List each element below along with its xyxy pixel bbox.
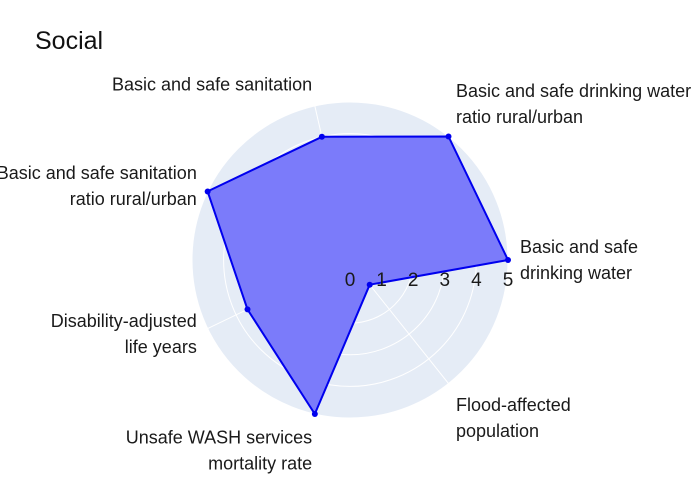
category-label-line: ratio rural/urban: [456, 107, 583, 127]
category-label-line: life years: [125, 337, 197, 357]
data-point: [244, 306, 251, 313]
chart-title: Social: [35, 27, 103, 55]
category-label-line: Unsafe WASH services: [126, 428, 312, 448]
category-label: Basic and safe drinking water ratio rural…: [456, 81, 691, 127]
radial-tick-label: 0: [345, 270, 356, 291]
data-point: [366, 281, 373, 288]
category-label-line: population: [456, 421, 539, 441]
data-point: [318, 133, 325, 140]
category-label-line: Disability-adjusted: [51, 311, 197, 331]
category-label: Basic and safe sanitation ratio rural/urb…: [0, 163, 197, 209]
radial-tick-label: 3: [440, 270, 451, 291]
radial-tick-label: 5: [503, 270, 514, 291]
data-point: [445, 133, 452, 140]
category-label-line: drinking water: [520, 263, 632, 283]
category-label-line: Basic and safe: [520, 237, 638, 257]
radial-tick-label: 4: [471, 270, 482, 291]
data-point: [204, 188, 211, 195]
category-label: Basic and safe sanitation: [112, 74, 312, 94]
category-label-line: Flood-affected: [456, 395, 571, 415]
data-point: [505, 257, 511, 263]
category-label-line: Basic and safe sanitation: [112, 74, 312, 94]
radial-tick-label: 2: [408, 270, 419, 291]
category-label-line: Basic and safe drinking water: [456, 81, 691, 101]
category-label-line: Basic and safe sanitation: [0, 163, 197, 183]
data-point: [311, 411, 318, 418]
radial-tick-label: 1: [376, 270, 387, 291]
category-label: Basic and safe drinking water: [520, 237, 638, 283]
series-area: [206, 135, 509, 415]
category-label: Disability-adjusted life years: [51, 311, 197, 357]
category-label-line: ratio rural/urban: [70, 189, 197, 209]
category-label: Unsafe WASH services mortality rate: [126, 428, 312, 474]
category-label-line: mortality rate: [208, 454, 312, 474]
category-label: Flood-affected population: [456, 395, 571, 441]
